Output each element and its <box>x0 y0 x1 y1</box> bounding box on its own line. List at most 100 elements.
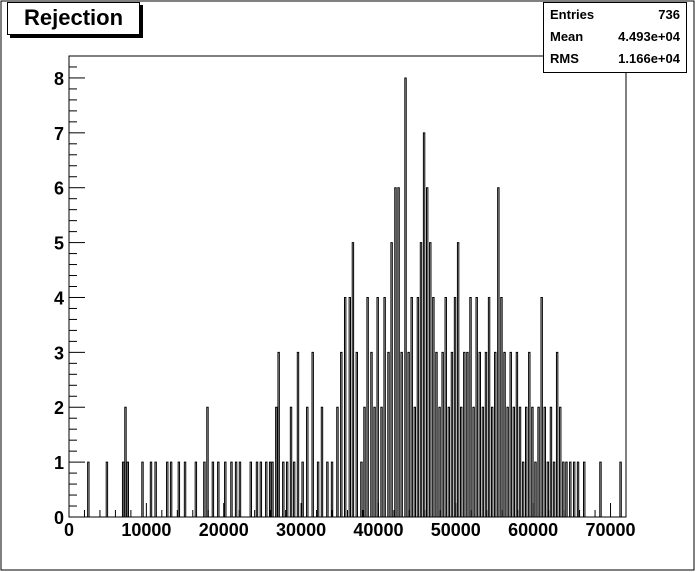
histogram-bin <box>380 406 383 517</box>
histogram-bin <box>422 132 426 517</box>
histogram-bin <box>487 296 491 517</box>
histogram-bin <box>397 187 400 517</box>
histogram-bin <box>394 187 397 517</box>
stat-row-rms: RMS 1.166e+04 <box>550 51 680 71</box>
histogram-bin <box>469 296 472 517</box>
histogram-bin <box>419 242 423 517</box>
histogram-bin <box>435 351 438 517</box>
histogram-bin <box>348 296 352 517</box>
histogram-bin <box>503 351 506 517</box>
histogram-bin <box>320 406 324 517</box>
histogram-bin <box>275 406 278 517</box>
histogram-bin <box>484 351 488 517</box>
histogram-bin <box>183 461 187 517</box>
histogram-bin <box>463 351 466 517</box>
histogram-bin <box>407 351 410 517</box>
x-tick-label: 20000 <box>199 520 249 540</box>
histogram-bin <box>390 242 393 517</box>
histogram-bin <box>460 406 463 517</box>
histogram-bin <box>206 406 209 517</box>
histogram-bin <box>565 461 568 517</box>
histogram-bin <box>576 461 580 517</box>
histogram-bin <box>105 461 109 517</box>
histogram-bin <box>234 461 238 517</box>
histogram-bin <box>351 242 355 517</box>
histogram-bin <box>363 406 366 517</box>
title-box: Rejection <box>7 2 140 35</box>
histogram-bin <box>203 461 206 517</box>
histogram-bin <box>383 296 386 517</box>
histogram-bin <box>441 351 444 517</box>
histogram-bin <box>343 296 347 517</box>
histogram-bin <box>169 461 173 517</box>
histogram-bin <box>478 351 481 517</box>
x-tick-label: 10000 <box>121 520 171 540</box>
histogram-bin <box>249 461 252 517</box>
histogram-bin <box>494 351 497 517</box>
histogram-bin <box>340 351 343 517</box>
histogram-bin <box>224 461 227 517</box>
histogram-bin <box>619 461 622 517</box>
histogram-bin <box>154 461 157 517</box>
histogram-bin <box>296 351 300 517</box>
histogram-bin <box>413 406 416 517</box>
stat-value-mean: 4.493e+04 <box>618 29 680 44</box>
histogram-bin <box>466 351 469 517</box>
histogram-bin <box>404 77 407 517</box>
histogram-bin <box>552 461 556 517</box>
y-tick-label: 0 <box>54 508 64 528</box>
histogram-bin <box>569 461 572 517</box>
histogram-bin <box>271 461 274 517</box>
stat-value-entries: 736 <box>658 7 680 22</box>
histogram-bin <box>306 406 309 517</box>
x-tick-label: 30000 <box>276 520 326 540</box>
y-tick-label: 3 <box>54 343 64 363</box>
histogram-bin <box>316 461 320 517</box>
histogram-bin <box>447 406 451 517</box>
histogram-bin <box>124 406 127 517</box>
histogram-bin <box>429 242 432 517</box>
histogram-bin <box>376 296 379 517</box>
histogram-bin <box>400 351 403 517</box>
histogram-bin <box>277 351 280 517</box>
histogram-bin <box>289 406 293 517</box>
x-tick-label: 50000 <box>431 520 481 540</box>
histogram-bin <box>543 406 546 517</box>
histogram-bin <box>285 461 289 517</box>
stat-label-rms: RMS <box>550 51 579 66</box>
histogram-bin <box>540 296 543 517</box>
histogram-bin <box>562 461 565 517</box>
histogram-bin <box>515 351 519 517</box>
histogram-bin <box>387 351 390 517</box>
y-tick-label: 6 <box>54 179 64 199</box>
histogram-bin <box>531 406 534 517</box>
histogram-bin <box>355 351 358 517</box>
histogram-bin <box>509 351 512 517</box>
histogram-bin <box>255 461 259 517</box>
histogram-bin <box>416 296 420 517</box>
histogram-bin <box>149 461 153 517</box>
histogram-bin <box>126 461 129 517</box>
histogram-bin <box>512 406 516 517</box>
histogram-bin <box>450 351 454 517</box>
histogram-bin <box>555 351 559 517</box>
histogram-bin <box>259 461 263 517</box>
histogram-bin <box>410 296 413 517</box>
histogram-bin <box>238 461 242 517</box>
histogram-bin <box>537 406 540 517</box>
axis-ticks: 0 10000 20000 30000 40000 50000 60000 70000 0 1 2 3… <box>54 55 636 540</box>
histogram-bin <box>268 461 272 517</box>
histogram-bin <box>292 461 296 517</box>
histogram-bin <box>326 461 329 517</box>
histogram-bin <box>336 406 339 517</box>
y-tick-label: 7 <box>54 124 64 144</box>
histogram-bin <box>166 461 169 517</box>
histogram-bin <box>177 461 181 517</box>
histogram-bin <box>500 296 503 517</box>
histogram-bin <box>472 406 475 517</box>
stat-value-rms: 1.166e+04 <box>618 51 680 66</box>
histogram-bin <box>599 461 602 517</box>
